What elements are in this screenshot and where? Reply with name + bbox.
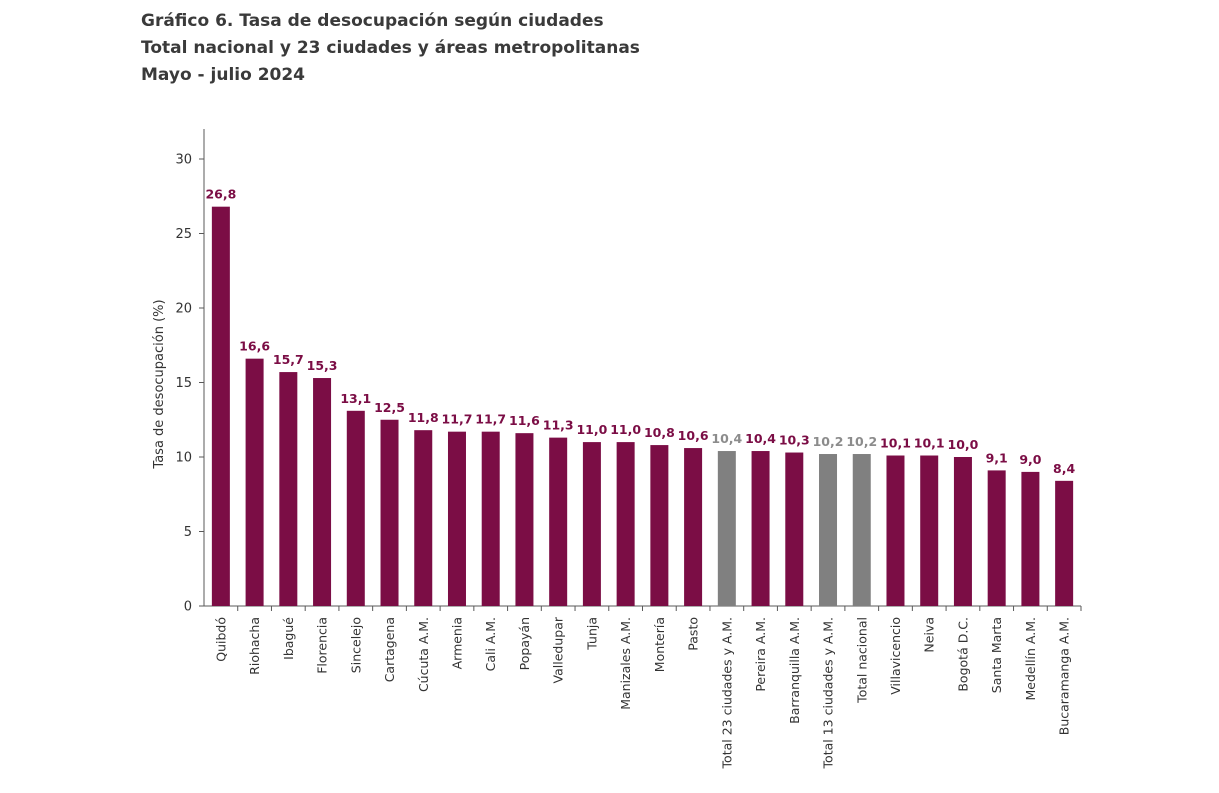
x-tick-label: Pereira A.M.	[753, 617, 768, 692]
data-label: 11,7	[442, 412, 473, 427]
x-tick-label: Tunja	[584, 617, 599, 651]
data-label: 11,0	[576, 422, 607, 437]
bar	[616, 442, 635, 606]
x-tick-label: Bucaramanga A.M.	[1057, 617, 1072, 735]
bar	[481, 431, 500, 606]
data-label: 10,3	[779, 433, 810, 448]
x-tick-label: Cúcuta A.M.	[416, 617, 431, 692]
y-tick-label: 20	[175, 302, 192, 317]
bar	[751, 451, 770, 606]
data-label: 9,1	[986, 450, 1008, 465]
data-label: 11,8	[408, 410, 439, 425]
data-label: 8,4	[1053, 461, 1075, 476]
x-tick-label: Cali A.M.	[483, 617, 498, 671]
bar	[414, 430, 433, 606]
data-label: 11,7	[475, 412, 506, 427]
x-tick-label: Florencia	[315, 617, 330, 674]
y-tick-label: 10	[175, 451, 192, 466]
data-label: 15,7	[273, 352, 304, 367]
data-label: 10,1	[880, 436, 911, 451]
bar	[1021, 471, 1040, 606]
y-tick-label: 15	[175, 376, 192, 391]
x-tick-label: Pasto	[686, 617, 701, 651]
bar	[987, 470, 1006, 606]
data-label: 13,1	[340, 391, 371, 406]
bar	[447, 431, 466, 606]
bar	[953, 457, 972, 606]
data-label: 10,2	[813, 434, 844, 449]
bar	[785, 452, 804, 606]
bar	[819, 454, 838, 606]
chart-period: Mayo - julio 2024	[141, 65, 306, 85]
data-label: 10,6	[678, 428, 709, 443]
x-tick-label: Manizales A.M.	[618, 617, 633, 710]
bar	[549, 437, 568, 606]
data-labels-group: 26,816,615,7 15,313,112,511,8 11,7 11,7 11,6…	[205, 187, 1075, 476]
x-tick-label: Neiva	[922, 617, 937, 653]
bar	[245, 358, 264, 606]
bar	[211, 206, 230, 606]
y-tick-label: 5	[184, 525, 192, 540]
data-label: 10,2	[846, 434, 877, 449]
bar	[684, 448, 703, 606]
x-tick-label: Ibagué	[281, 617, 296, 660]
x-tick-label: Bogotá D.C.	[955, 617, 970, 692]
chart-title-block: Gráfico 6. Tasa de desocupación según ci…	[141, 8, 640, 89]
x-tick-label: Riohacha	[247, 617, 262, 675]
data-label: 11,3	[543, 418, 574, 433]
x-tick-label: Total 23 ciudades y A.M.	[719, 617, 734, 769]
x-tick-label: Cartagena	[382, 617, 397, 682]
bar	[380, 419, 399, 606]
bar	[346, 410, 365, 606]
data-label: 12,5	[374, 400, 405, 415]
data-label: 10,4	[745, 431, 776, 446]
x-tick-label: Valledupar	[551, 616, 566, 683]
data-label: 9,0	[1019, 452, 1041, 467]
y-tick-label: 25	[175, 227, 192, 242]
data-label: 10,0	[948, 437, 979, 452]
x-tick-label: Total nacional	[854, 617, 869, 704]
data-label: 16,6	[239, 339, 270, 354]
chart-title: Gráfico 6. Tasa de desocupación según ci…	[141, 11, 604, 31]
data-label: 15,3	[307, 358, 338, 373]
data-label: 10,4	[711, 431, 742, 446]
y-axis: 0 5 10 15 20 25 30	[175, 129, 205, 615]
x-tick-label: Total 13 ciudades y A.M.	[821, 617, 836, 769]
bar	[313, 378, 332, 606]
y-tick-label: 0	[184, 600, 192, 615]
data-label: 11,0	[610, 422, 641, 437]
bar	[717, 451, 736, 606]
x-tick-label: Santa Marta	[989, 617, 1004, 693]
data-label: 10,1	[914, 436, 945, 451]
chart-subtitle: Total nacional y 23 ciudades y áreas met…	[141, 38, 640, 58]
x-tick-label: Popayán	[517, 617, 532, 670]
x-axis: Quibdó Riohacha Ibagué Florencia Sincelejo Ca…	[204, 605, 1082, 769]
x-tick-label: Quibdó	[213, 617, 228, 662]
y-axis-label: Tasa de desocupación (%)	[152, 299, 167, 469]
data-label: 11,6	[509, 413, 540, 428]
x-tick-label: Medellín A.M.	[1023, 617, 1038, 700]
bar	[515, 433, 534, 606]
bar	[279, 372, 298, 606]
x-tick-label: Montería	[652, 617, 667, 672]
bar	[582, 442, 601, 606]
bar	[886, 455, 905, 606]
bar	[920, 455, 939, 606]
bar	[852, 454, 871, 606]
bar	[650, 445, 669, 606]
x-tick-label: Armenia	[449, 617, 464, 669]
x-tick-label: Villavicencio	[888, 617, 903, 695]
data-label: 26,8	[205, 187, 236, 202]
y-tick-label: 30	[175, 153, 192, 168]
data-label: 10,8	[644, 425, 675, 440]
x-tick-label: Barranquilla A.M.	[787, 617, 802, 724]
bar	[1055, 480, 1074, 606]
x-tick-label: Sincelejo	[348, 617, 363, 673]
bars-group	[211, 206, 1074, 606]
